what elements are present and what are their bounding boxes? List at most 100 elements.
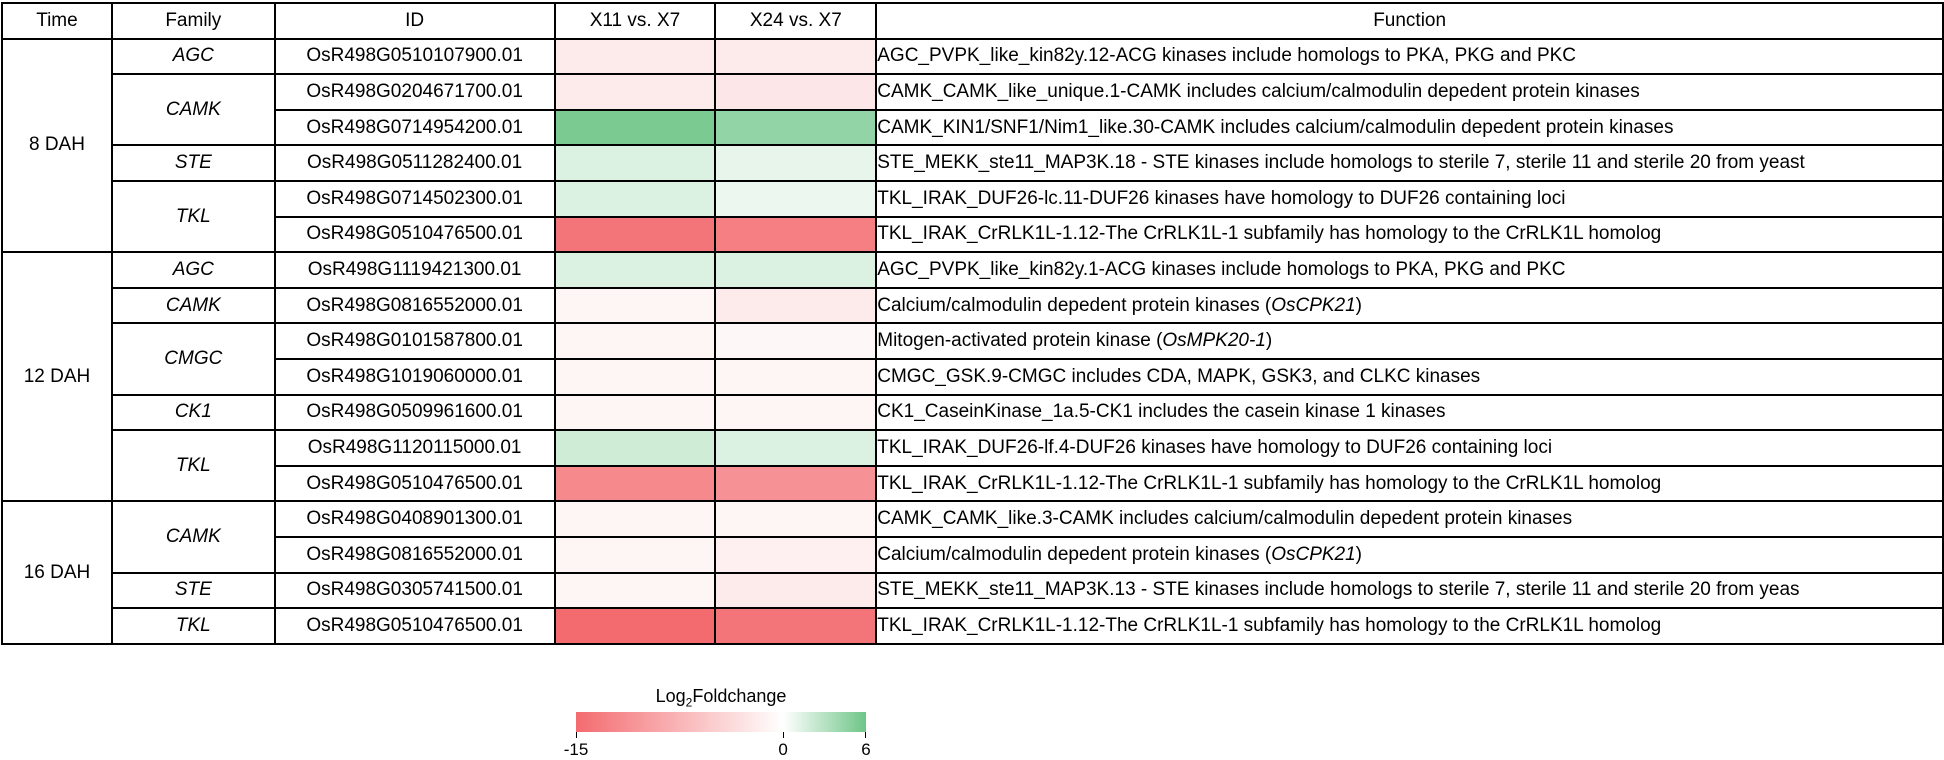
table-row: 16 DAH CAMK OsR498G0408901300.01 CAMK_CAMK_… [1,500,1944,645]
gene-id-cell: OsR498G0816552000.01 [273,286,556,325]
function-cell: CMGC_GSK.9-CMGC includes CDA, MAPK, GSK3… [875,357,1944,396]
table-row: OsR498G0816552000.01 Calcium/calmodulin d… [2,535,1944,574]
gene-id-cell: OsR498G0101587800.01 [273,322,556,360]
family-cell: AGC [110,37,276,76]
family-cell: CAMK [110,500,276,574]
header-row: Time Family ID X11 vs. X7 X24 vs. X7 Fun… [1,2,1944,40]
gene-id-cell: OsR498G1119421300.01 [273,251,556,289]
gene-id-cell: OsR498G0510476500.01 [273,464,556,503]
legend-tick-label: -15 [563,740,589,759]
gene-name: OsCPK21 [1271,294,1356,316]
family-cell: AGC [110,251,276,289]
function-cell: TKL_IRAK_DUF26-lf.4-DUF26 kinases have h… [875,429,1944,467]
table-row: CAMK OsR498G0204671700.01 CAMK_CAMK_like_u… [2,73,1944,147]
heat-cell-x24 [714,179,878,218]
heat-cell-x11 [553,357,717,396]
legend-tick-mark [783,732,785,738]
gene-id-cell: OsR498G0204671700.01 [273,73,556,111]
heat-cell-x24 [714,571,878,610]
table-row: OsR498G0510476500.01 TKL_IRAK_CrRLK1L-1.1… [2,464,1944,503]
gene-id-cell: OsR498G0714502300.01 [273,179,556,218]
function-cell: TKL_IRAK_CrRLK1L-1.12-The CrRLK1L-1 subf… [875,607,1944,645]
heatmap-body: 8 DAH AGC OsR498G0510107900.01 AGC_PVPK_lik… [1,37,1944,645]
heat-cell-x11 [553,535,717,574]
function-cell: CAMK_KIN1/SNF1/Nim1_like.30-CAMK include… [875,108,1944,147]
heat-cell-x24 [714,37,878,76]
legend-title: Log2Foldchange [655,686,787,710]
family-cell: CK1 [110,393,276,432]
function-cell: TKL_IRAK_CrRLK1L-1.12-The CrRLK1L-1 subf… [875,215,1944,254]
legend-tick-label: 0 [778,740,788,759]
header-x11-vs-x7: X11 vs. X7 [553,2,717,40]
family-cell: TKL [110,429,276,503]
heat-cell-x24 [714,429,878,467]
table-row: TKL OsR498G0510476500.01 TKL_IRAK_CrRLK1L-… [2,607,1944,645]
gene-id-cell: OsR498G1120115000.01 [273,429,556,467]
heat-cell-x24 [714,393,878,432]
table-row: OsR498G0510476500.01 TKL_IRAK_CrRLK1L-1.1… [2,215,1944,254]
gene-id-cell: OsR498G0408901300.01 [273,500,556,538]
table-row: CAMK OsR498G0816552000.01 Calcium/calmodul… [2,286,1944,325]
heat-cell-x11 [553,108,717,147]
family-cell: STE [110,571,276,610]
gene-id-cell: OsR498G0305741500.01 [273,571,556,610]
family-cell: CAMK [110,73,276,147]
gene-name: OsMPK20-1 [1162,330,1266,352]
family-cell: CMGC [110,322,276,396]
heat-cell-x11 [553,37,717,76]
gene-id-cell: OsR498G0510107900.01 [273,37,556,76]
gene-id-cell: OsR498G0510476500.01 [273,607,556,645]
legend-tick-label: 6 [861,740,871,759]
heat-cell-x11 [553,73,717,111]
legend-tick-mark [576,732,577,738]
table-row: 12 DAH AGC OsR498G1119421300.01 AGC_PVPK_li… [1,251,1944,503]
function-cell: STE_MEKK_ste11_MAP3K.13 - STE kinases in… [875,571,1944,610]
table-row: OsR498G1019060000.01 CMGC_GSK.9-CMGC incl… [2,357,1944,396]
table-row: 8 DAH AGC OsR498G0510107900.01 AGC_PVPK_lik… [1,37,1944,254]
heat-cell-x11 [553,215,717,254]
family-cell: STE [110,144,276,182]
table-row: STE OsR498G0305741500.01 STE_MEKK_ste11_MA… [2,571,1944,610]
heat-cell-x11 [553,251,717,289]
gene-id-cell: OsR498G0509961600.01 [273,393,556,432]
heat-cell-x11 [553,429,717,467]
color-legend: Log2Foldchange -15 0 6 [564,686,871,760]
function-cell: TKL_IRAK_DUF26-lc.11-DUF26 kinases have … [875,179,1944,218]
function-cell: Mitogen-activated protein kinase (OsMPK2… [875,322,1944,360]
function-cell: STE_MEKK_ste11_MAP3K.18 - STE kinases in… [875,144,1944,182]
legend-tick-mark [865,732,866,738]
function-cell: TKL_IRAK_CrRLK1L-1.12-The CrRLK1L-1 subf… [875,464,1944,503]
heat-cell-x11 [553,464,717,503]
table-row: CK1 OsR498G0509961600.01 CK1_CaseinKinase_… [2,393,1944,432]
heat-cell-x11 [553,500,717,538]
family-cell: TKL [110,607,276,645]
heat-cell-x24 [714,144,878,182]
heat-cell-x11 [553,607,717,645]
time-cell: 12 DAH [1,251,113,503]
header-time: Time [1,2,113,40]
gene-id-cell: OsR498G1019060000.01 [273,357,556,396]
family-cell: TKL [110,179,276,254]
gene-id-cell: OsR498G0511282400.01 [273,144,556,182]
table-row: OsR498G0714954200.01 CAMK_KIN1/SNF1/Nim1_… [2,108,1944,147]
heat-cell-x24 [714,286,878,325]
gene-id-cell: OsR498G0714954200.01 [273,108,556,147]
header-function: Function [875,2,1944,40]
header-family: Family [110,2,276,40]
function-cell: CAMK_CAMK_like_unique.1-CAMK includes ca… [875,73,1944,111]
heat-cell-x24 [714,535,878,574]
function-cell: AGC_PVPK_like_kin82y.1-ACG kinases inclu… [875,251,1944,289]
function-cell: AGC_PVPK_like_kin82y.12-ACG kinases incl… [875,37,1944,76]
function-cell: CAMK_CAMK_like.3-CAMK includes calcium/c… [875,500,1944,538]
time-cell: 16 DAH [1,500,113,645]
heat-cell-x24 [714,607,878,645]
table-row: CMGC OsR498G0101587800.01 Mitogen-activate… [2,322,1944,396]
table-row: TKL OsR498G1120115000.01 TKL_IRAK_DUF26-lf… [2,429,1944,503]
function-cell: Calcium/calmodulin depedent protein kina… [875,286,1944,325]
gene-id-cell: OsR498G0816552000.01 [273,535,556,574]
heat-cell-x24 [714,215,878,254]
heat-cell-x24 [714,108,878,147]
table-row: STE OsR498G0511282400.01 STE_MEKK_ste11_MA… [2,144,1944,182]
heatmap-table: Time Family ID X11 vs. X7 X24 vs. X7 Fun… [1,2,1944,645]
heat-cell-x24 [714,322,878,360]
